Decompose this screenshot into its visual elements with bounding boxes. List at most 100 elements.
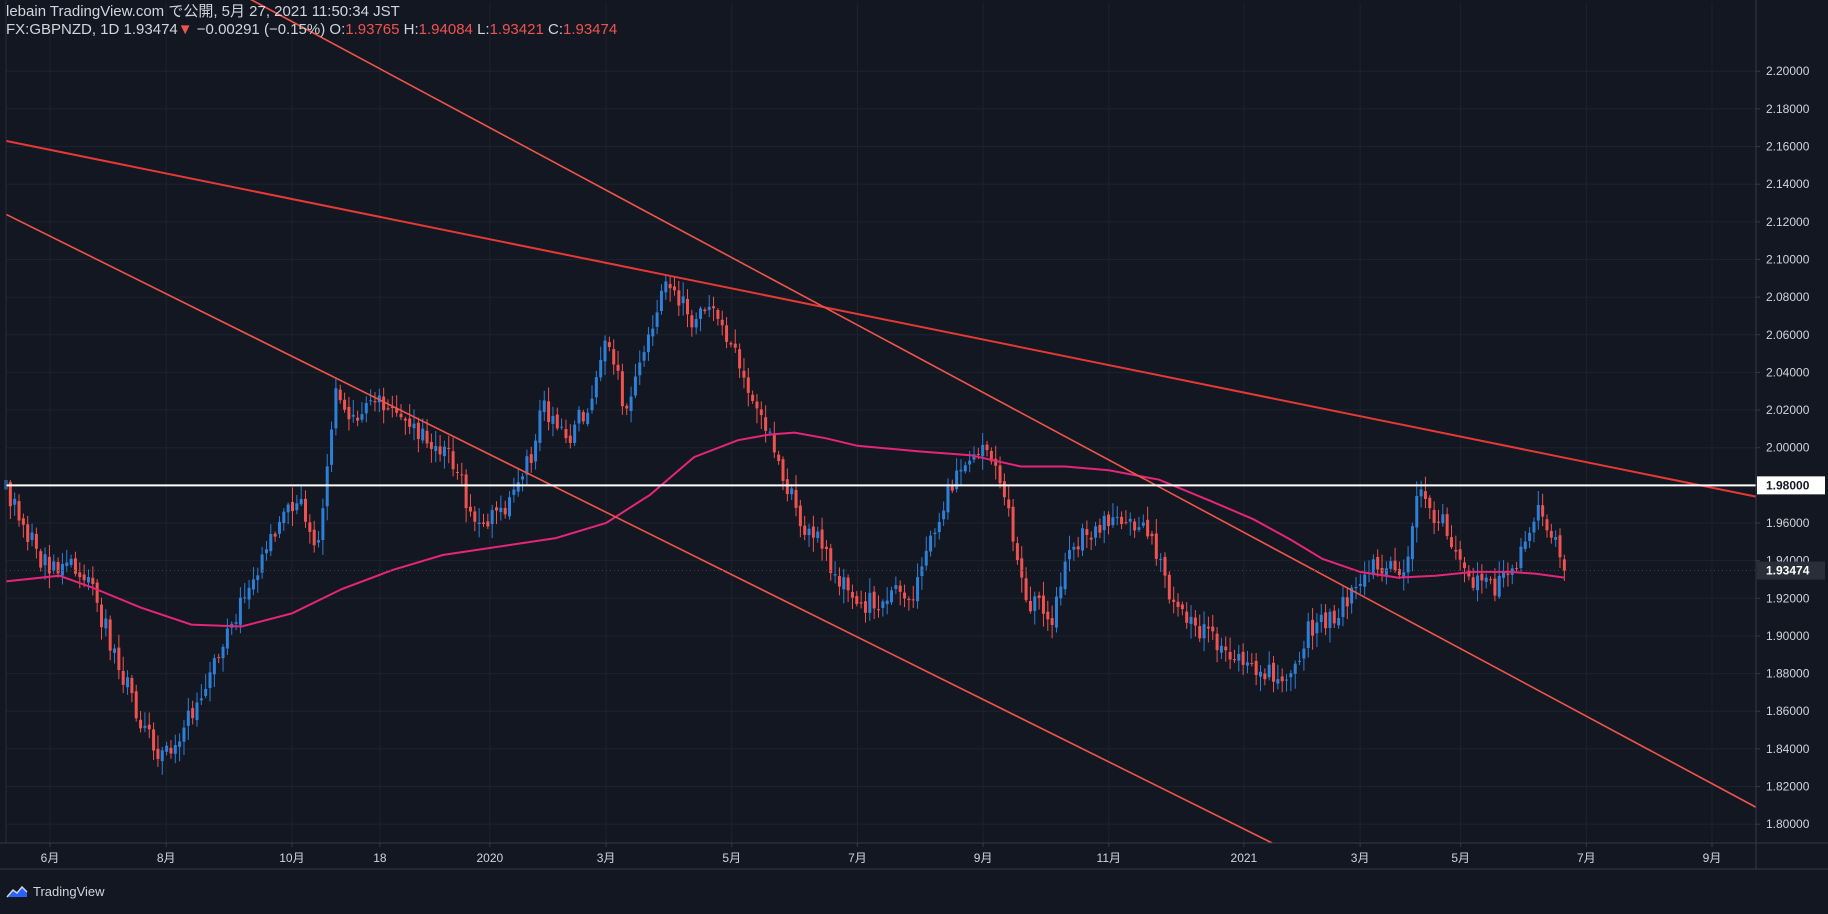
- candle-body: [855, 595, 859, 604]
- candle-body: [725, 325, 729, 342]
- candle-body: [929, 535, 933, 552]
- candle-body: [386, 408, 390, 410]
- candle-body: [1159, 558, 1163, 560]
- candle-body: [490, 510, 494, 525]
- candle-body: [863, 601, 867, 613]
- trendline-main-resistance[interactable]: [5, 139, 1757, 498]
- candle-body: [152, 729, 156, 751]
- candle-body: [425, 430, 429, 444]
- candle-body: [1454, 549, 1458, 552]
- symbol-name[interactable]: FX:GBPNZD, 1D: [6, 21, 120, 38]
- trendline-lower-channel[interactable]: [5, 213, 1273, 844]
- candle-body: [920, 566, 924, 577]
- candle-body: [1436, 521, 1440, 523]
- candle-body: [1502, 571, 1506, 578]
- x-tick-label: 5月: [722, 851, 741, 865]
- candle-body: [564, 429, 568, 439]
- candle-body: [1423, 491, 1427, 500]
- candle-body: [39, 551, 43, 568]
- candle-body: [204, 688, 208, 696]
- candle-body: [351, 414, 355, 417]
- candle-body: [17, 501, 21, 521]
- down-arrow-icon: ▼: [177, 21, 193, 38]
- candle-body: [356, 417, 360, 421]
- candle-body: [521, 476, 525, 480]
- candle-body: [369, 400, 373, 402]
- published-text: lebain TradingView.com で公開, 5月 27, 2021 …: [6, 3, 400, 20]
- candle-body: [173, 745, 177, 754]
- candle-body: [1484, 577, 1488, 582]
- candle-body: [1011, 506, 1015, 542]
- candle-body: [495, 507, 499, 511]
- candle-body: [512, 489, 516, 495]
- trendline-upper-channel[interactable]: [220, 0, 1757, 808]
- candle-body: [1298, 660, 1302, 662]
- candle-body: [694, 319, 698, 328]
- candle-body: [903, 592, 907, 599]
- candle-body: [729, 343, 733, 345]
- x-tick-label: 9月: [974, 851, 993, 865]
- candle-body: [1128, 518, 1132, 522]
- high-label: H:: [403, 21, 419, 38]
- candle-body: [798, 505, 802, 527]
- candle-body: [1107, 514, 1111, 527]
- candle-body: [781, 459, 785, 481]
- candle-body: [655, 312, 659, 327]
- candle-body: [21, 518, 25, 525]
- candle-body: [34, 533, 38, 549]
- candle-body: [334, 388, 338, 429]
- candle-body: [777, 454, 781, 461]
- high-value: 1.94084: [418, 21, 473, 38]
- candle-body: [395, 407, 399, 413]
- candle-body: [1328, 611, 1332, 628]
- candle-body: [1228, 651, 1232, 660]
- horizontal-level-badge-bg: [1757, 476, 1825, 495]
- candle-body: [1371, 559, 1375, 576]
- candle-body: [1445, 514, 1449, 536]
- candle-body: [1536, 504, 1540, 521]
- candle-body: [1185, 611, 1189, 623]
- candle-body: [1393, 560, 1397, 571]
- candle-body: [113, 648, 117, 653]
- candle-body: [955, 470, 959, 490]
- candle-body: [712, 306, 716, 309]
- candle-body: [178, 741, 182, 747]
- y-tick-label: 2.04000: [1766, 365, 1810, 379]
- y-tick-label: 2.08000: [1766, 290, 1810, 304]
- candle-body: [286, 504, 290, 513]
- candle-body: [877, 609, 881, 611]
- candle-body: [668, 284, 672, 289]
- candle-body: [1111, 517, 1115, 526]
- candle-body: [824, 546, 828, 550]
- candle-body: [1489, 579, 1493, 581]
- candle-body: [1219, 645, 1223, 653]
- chart-header: lebain TradingView.com で公開, 5月 27, 2021 …: [6, 3, 617, 39]
- candle-body: [1081, 528, 1085, 551]
- candle-body: [1354, 587, 1358, 589]
- candle-body: [1037, 595, 1041, 598]
- candle-body: [1515, 568, 1519, 570]
- candle-body: [746, 377, 750, 393]
- candle-body: [1124, 522, 1128, 524]
- candle-body: [282, 511, 286, 524]
- candle-body: [1137, 527, 1141, 530]
- open-label: O:: [329, 21, 346, 38]
- candle-body: [581, 412, 585, 422]
- y-tick-label: 2.14000: [1766, 177, 1810, 191]
- y-tick-label: 1.82000: [1766, 780, 1810, 794]
- candle-body: [1285, 679, 1289, 681]
- candle-body: [1102, 515, 1106, 531]
- price-axis-bg: [1756, 0, 1828, 869]
- candle-body: [481, 522, 485, 524]
- candle-body: [1041, 595, 1045, 614]
- symbol-line: FX:GBPNZD, 1D 1.93474▼ −0.00291 (−0.15%)…: [6, 21, 617, 39]
- candle-body: [1241, 651, 1245, 665]
- candle-body: [438, 446, 442, 455]
- candle-body: [1523, 541, 1527, 549]
- tradingview-logo[interactable]: TradingView: [6, 881, 105, 901]
- candle-body: [330, 429, 334, 465]
- candles-layer: [4, 274, 1566, 775]
- candle-body: [86, 576, 90, 583]
